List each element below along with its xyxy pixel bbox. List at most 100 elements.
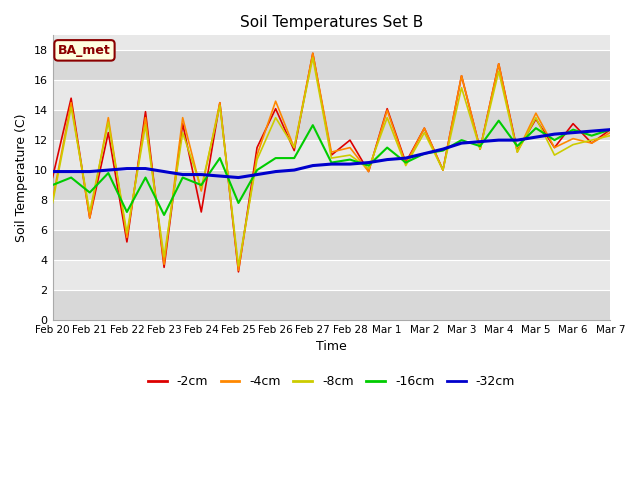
-8cm xyxy=(402,163,410,168)
-2cm xyxy=(420,125,428,131)
-16cm xyxy=(588,133,595,139)
-2cm xyxy=(569,121,577,127)
-32cm xyxy=(365,160,372,166)
Line: -16cm: -16cm xyxy=(52,120,611,215)
Legend: -2cm, -4cm, -8cm, -16cm, -32cm: -2cm, -4cm, -8cm, -16cm, -32cm xyxy=(143,370,520,393)
-4cm xyxy=(420,125,428,131)
Title: Soil Temperatures Set B: Soil Temperatures Set B xyxy=(240,15,423,30)
-16cm xyxy=(420,151,428,156)
-4cm xyxy=(216,100,224,106)
-32cm xyxy=(272,168,280,174)
-8cm xyxy=(253,156,261,162)
-4cm xyxy=(309,50,317,56)
-8cm xyxy=(365,166,372,171)
-4cm xyxy=(458,73,465,79)
-4cm xyxy=(588,140,595,146)
-16cm xyxy=(550,137,558,143)
-8cm xyxy=(272,115,280,120)
-2cm xyxy=(197,209,205,215)
-2cm xyxy=(383,106,391,111)
-32cm xyxy=(216,173,224,179)
-16cm xyxy=(458,137,465,143)
-2cm xyxy=(346,137,354,143)
-2cm xyxy=(272,106,280,111)
Bar xyxy=(52,230,611,260)
-2cm xyxy=(179,121,186,127)
-16cm xyxy=(402,160,410,166)
-4cm xyxy=(291,145,298,151)
-16cm xyxy=(160,212,168,218)
-4cm xyxy=(67,100,75,106)
-16cm xyxy=(272,155,280,161)
-4cm xyxy=(402,161,410,167)
-16cm xyxy=(365,163,372,168)
-8cm xyxy=(216,103,224,108)
-16cm xyxy=(328,160,335,166)
-32cm xyxy=(309,163,317,168)
-2cm xyxy=(216,100,224,106)
-2cm xyxy=(328,152,335,158)
-4cm xyxy=(197,188,205,194)
-32cm xyxy=(550,131,558,137)
-4cm xyxy=(160,262,168,267)
-8cm xyxy=(160,254,168,260)
Bar xyxy=(52,200,611,230)
-2cm xyxy=(49,175,56,180)
-8cm xyxy=(476,146,484,152)
-2cm xyxy=(588,140,595,146)
-16cm xyxy=(141,175,149,180)
-32cm xyxy=(104,167,112,173)
-4cm xyxy=(328,149,335,155)
-16cm xyxy=(49,182,56,188)
-4cm xyxy=(253,152,261,158)
-8cm xyxy=(141,122,149,128)
Bar xyxy=(52,110,611,140)
-32cm xyxy=(253,172,261,178)
Bar xyxy=(52,170,611,200)
-16cm xyxy=(513,143,521,149)
-4cm xyxy=(550,145,558,151)
-16cm xyxy=(346,156,354,162)
-16cm xyxy=(197,182,205,188)
-2cm xyxy=(104,130,112,135)
-4cm xyxy=(569,136,577,142)
-16cm xyxy=(607,127,614,132)
-16cm xyxy=(383,145,391,151)
-32cm xyxy=(328,161,335,167)
-2cm xyxy=(532,116,540,122)
-2cm xyxy=(402,160,410,166)
-16cm xyxy=(216,155,224,161)
-4cm xyxy=(476,146,484,152)
-8cm xyxy=(197,185,205,191)
-8cm xyxy=(588,137,595,143)
-8cm xyxy=(67,104,75,110)
-2cm xyxy=(141,109,149,115)
-32cm xyxy=(179,172,186,178)
-2cm xyxy=(513,148,521,154)
-32cm xyxy=(569,130,577,135)
-2cm xyxy=(86,215,93,221)
-32cm xyxy=(123,166,131,171)
-8cm xyxy=(420,130,428,135)
-8cm xyxy=(495,68,502,74)
-8cm xyxy=(532,115,540,120)
-8cm xyxy=(458,85,465,91)
Line: -2cm: -2cm xyxy=(52,53,611,272)
-32cm xyxy=(291,167,298,173)
-4cm xyxy=(532,110,540,116)
-4cm xyxy=(495,61,502,67)
-16cm xyxy=(476,143,484,149)
-8cm xyxy=(49,200,56,206)
Bar xyxy=(52,290,611,320)
-16cm xyxy=(253,167,261,173)
-2cm xyxy=(458,73,465,79)
-2cm xyxy=(309,50,317,56)
-4cm xyxy=(123,235,131,240)
-4cm xyxy=(383,108,391,113)
-32cm xyxy=(67,168,75,174)
-16cm xyxy=(569,127,577,132)
-8cm xyxy=(439,167,447,173)
-32cm xyxy=(383,156,391,162)
-2cm xyxy=(67,96,75,101)
-32cm xyxy=(476,139,484,144)
